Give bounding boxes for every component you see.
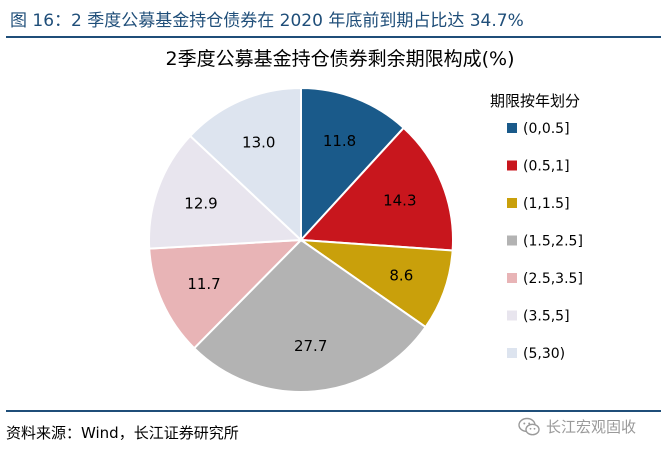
pie-slice: [148, 134, 304, 250]
slice-label: 11.7: [187, 275, 220, 293]
legend-label: (2.5,3.5]: [523, 271, 583, 287]
slice-label: 27.7: [294, 337, 327, 355]
watermark: 长江宏观固收: [518, 416, 636, 437]
legend-swatch: [507, 160, 517, 171]
legend-label: (0,0.5]: [523, 121, 570, 137]
slice-label: 14.3: [383, 192, 416, 210]
slice-label: 12.9: [184, 195, 217, 213]
source-note: 资料来源：Wind，长江证券研究所: [6, 424, 239, 442]
legend: (0,0.5] (0.5,1] (1,1.5] (1.5,2.5] (2.5,3.5] (…: [507, 121, 583, 362]
legend-label: (0.5,1]: [523, 159, 570, 175]
legend-label: (5,30): [523, 346, 565, 362]
pie-slice: [298, 126, 454, 252]
legend-swatch: [507, 198, 517, 208]
slice-label: 11.8: [323, 132, 356, 150]
legend-swatch: [507, 123, 517, 133]
slice-labels: 11.8 14.3 8.6 27.7 11.7 12.9 13.0: [184, 132, 416, 355]
pie-chart: 2季度公募基金持仓债券剩余期限构成(%) 11.8 14.3 8.6 27.7 11.7…: [148, 48, 583, 393]
figure-title: 图 16：2 季度公募基金持仓债券在 2020 年底前到期占比达 34.7%: [10, 11, 524, 31]
bottom-divider: [6, 410, 661, 412]
top-divider: [6, 36, 661, 38]
pie-slice: [192, 238, 428, 393]
legend-label: (1,1.5]: [523, 196, 570, 212]
slice-label: 13.0: [242, 133, 275, 151]
chart-title: 2季度公募基金持仓债券剩余期限构成(%): [166, 48, 515, 70]
slice-label: 8.6: [389, 266, 413, 284]
legend-swatch: [507, 310, 517, 321]
legend-label: (1.5,2.5]: [523, 234, 583, 250]
pie-slice: [148, 238, 304, 350]
legend-swatch: [507, 348, 517, 358]
legend-label: (3.5,5]: [523, 309, 570, 325]
wechat-icon: [518, 417, 540, 437]
pie-slice: [188, 86, 302, 243]
pie-slice: [300, 86, 406, 243]
legend-swatch: [507, 273, 517, 283]
watermark-text: 长江宏观固收: [546, 418, 637, 436]
legend-title: 期限按年划分: [490, 92, 580, 110]
legend-swatch: [507, 235, 517, 246]
pie-slices: [148, 86, 454, 393]
